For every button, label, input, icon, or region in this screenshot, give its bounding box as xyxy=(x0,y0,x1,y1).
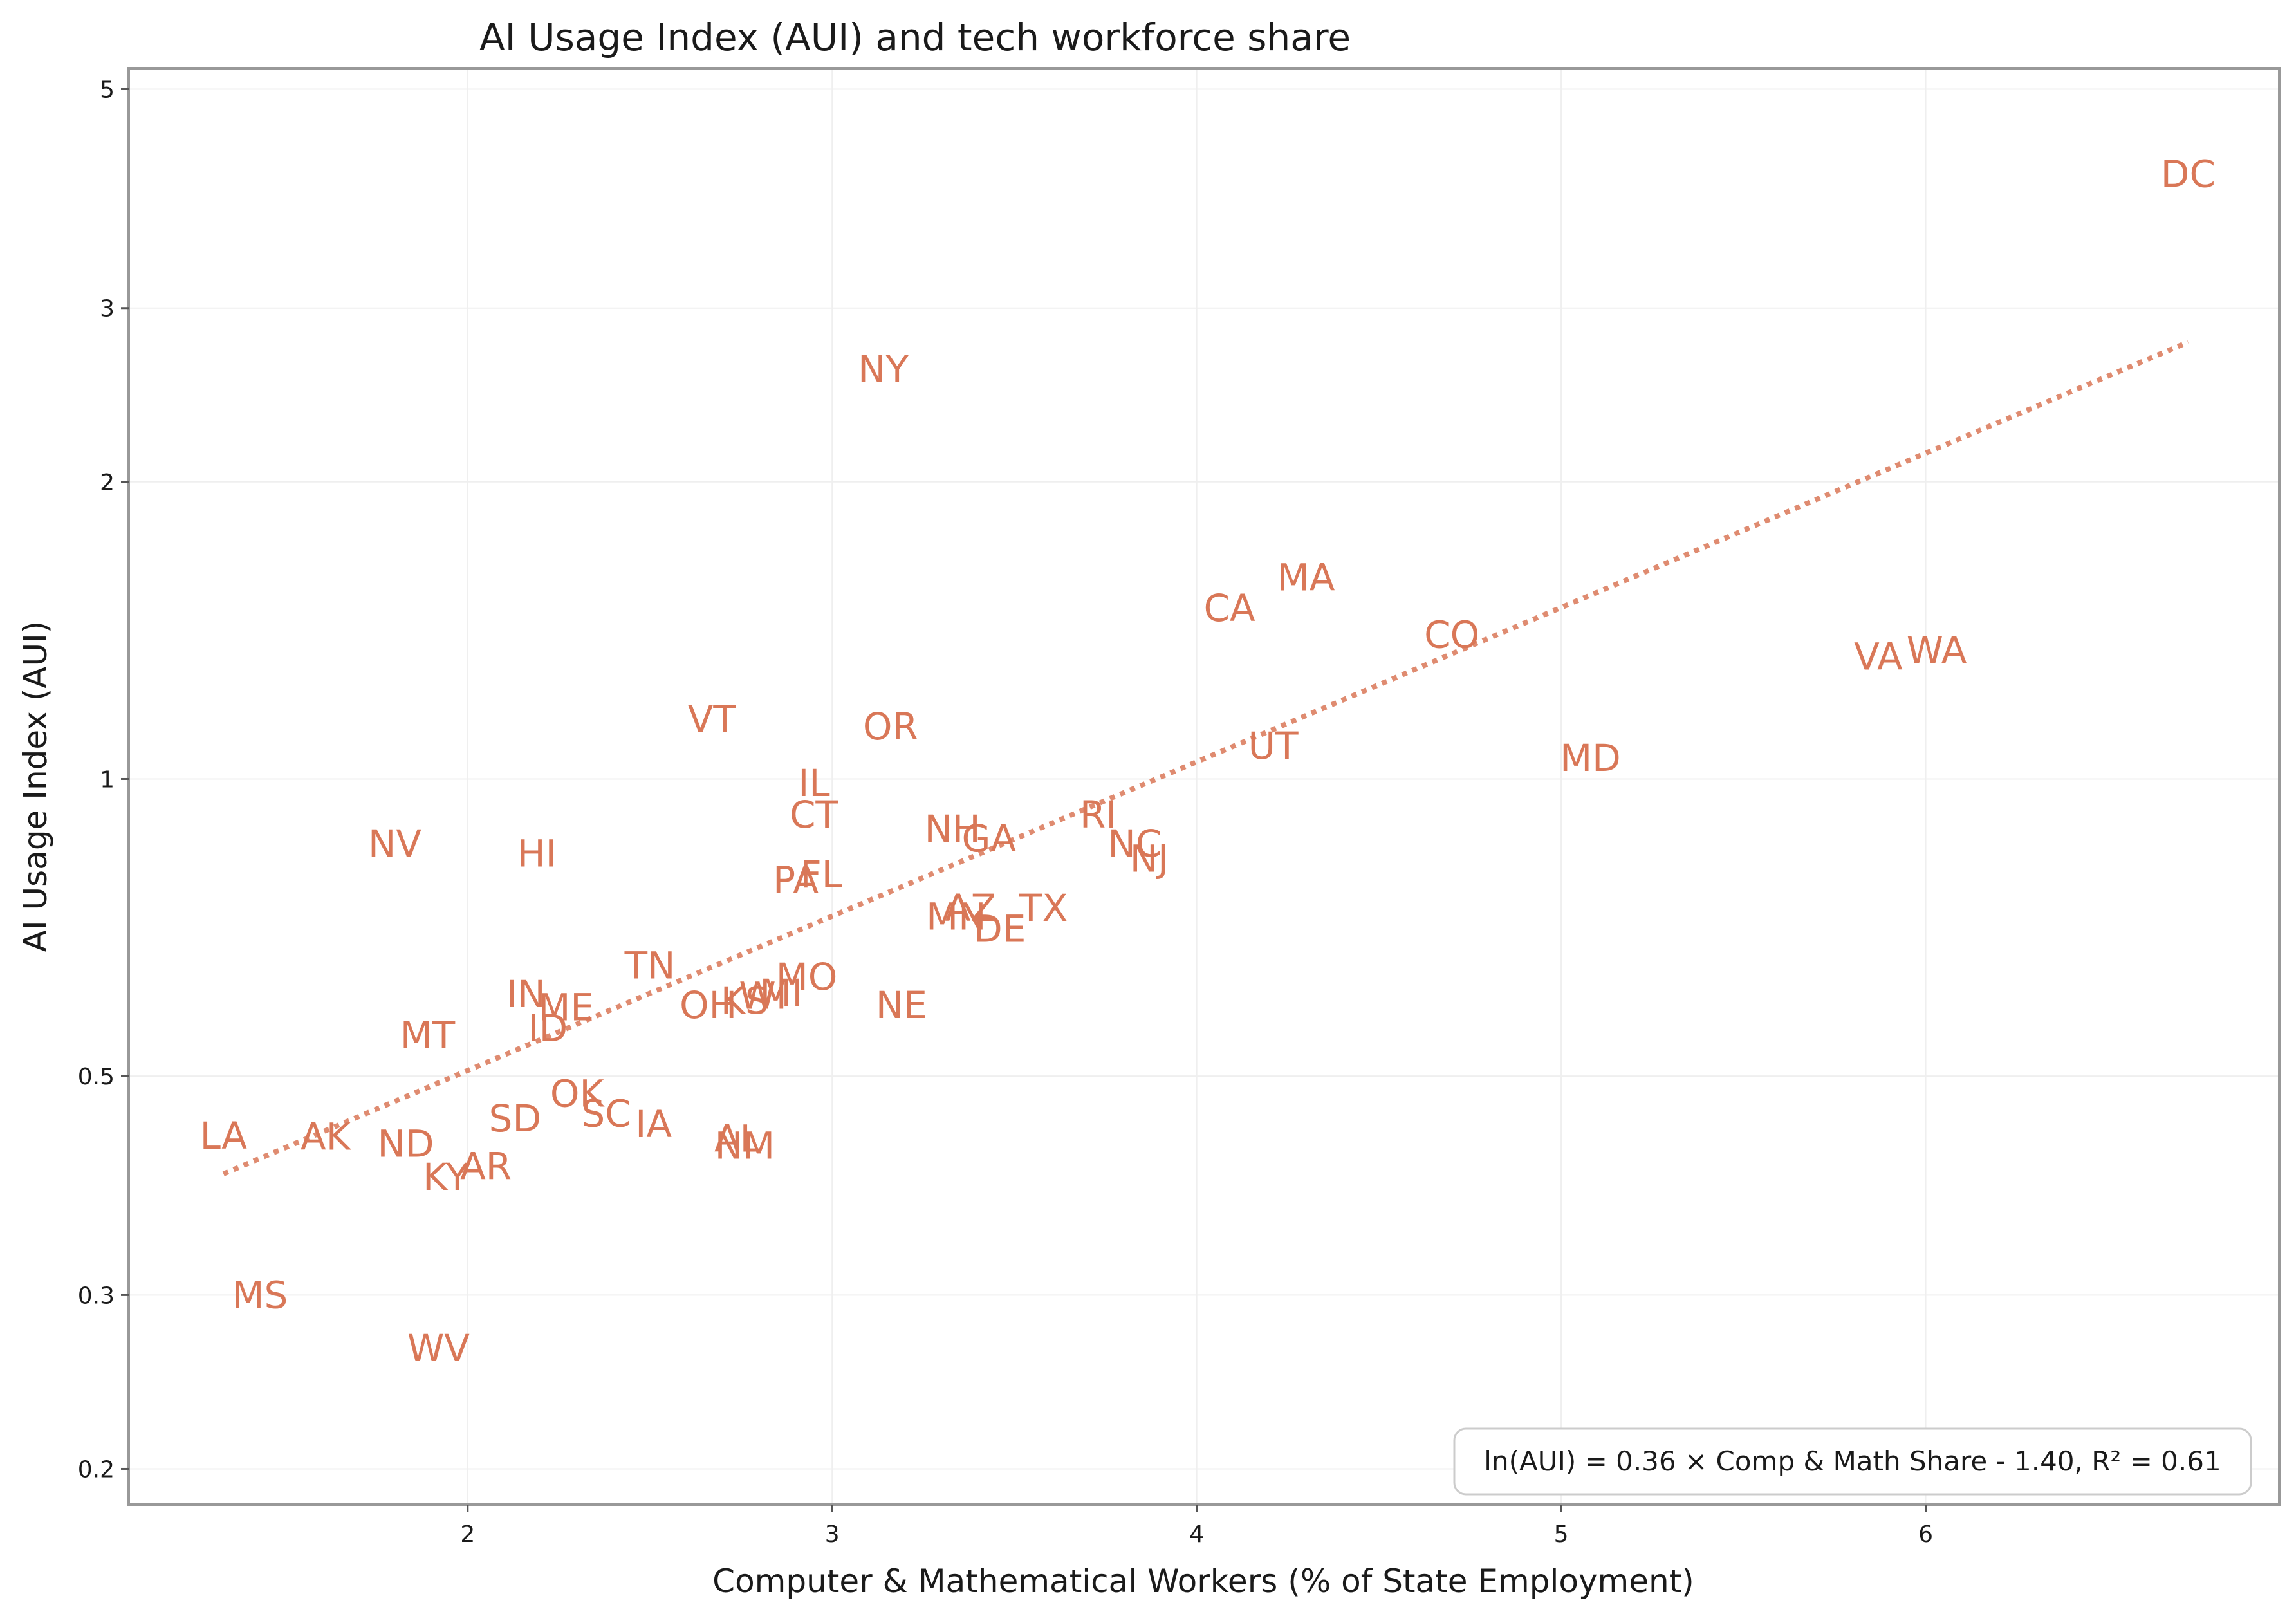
state-label-nm: NM xyxy=(715,1124,775,1167)
y-tick-label: 0.3 xyxy=(78,1283,115,1309)
x-tick-label: 5 xyxy=(1554,1521,1569,1548)
state-label-pa: PA xyxy=(773,858,819,902)
y-axis-title: AI Usage Index (AUI) xyxy=(17,621,54,952)
state-label-md: MD xyxy=(1560,736,1621,780)
state-label-sc: SC xyxy=(581,1092,631,1136)
x-tick-label: 4 xyxy=(1189,1521,1204,1548)
state-label-mi: MI xyxy=(759,971,802,1015)
state-label-nv: NV xyxy=(368,822,421,866)
x-axis-title: Computer & Mathematical Workers (% of St… xyxy=(712,1563,1694,1600)
state-label-dc: DC xyxy=(2161,153,2216,196)
fit-equation-text: ln(AUI) = 0.36 × Comp & Math Share - 1.4… xyxy=(1484,1445,2221,1477)
state-label-ia: IA xyxy=(635,1102,672,1146)
fit-equation-frame xyxy=(1453,1427,2252,1496)
y-tick-label: 1 xyxy=(100,766,115,793)
state-label-va: VA xyxy=(1854,635,1903,679)
state-label-sd: SD xyxy=(489,1097,541,1140)
axis-ticks-layer: 2 3 4 5 6 0.2 0.3 0.5 1 2 3 5 xyxy=(78,77,1933,1548)
state-label-wi: WI xyxy=(739,974,786,1017)
state-label-ar: AR xyxy=(460,1145,512,1189)
state-label-nj: NJ xyxy=(1130,837,1169,881)
state-label-nd: ND xyxy=(377,1122,434,1165)
state-label-ma: MA xyxy=(1277,555,1335,599)
state-label-nc: NC xyxy=(1107,822,1162,866)
x-tick-label: 3 xyxy=(825,1521,840,1548)
state-label-ak: AK xyxy=(301,1115,352,1158)
chart-title: AI Usage Index (AUI) and tech workforce … xyxy=(479,15,1351,59)
state-label-ca: CA xyxy=(1204,586,1255,630)
state-label-il: IL xyxy=(798,761,829,805)
state-label-or: OR xyxy=(863,705,918,748)
state-label-de: DE xyxy=(974,907,1026,951)
y-tick-label: 3 xyxy=(100,296,115,322)
state-label-mo: MO xyxy=(776,955,838,999)
trend-line-layer xyxy=(222,339,2189,1176)
state-label-tx: TX xyxy=(1019,886,1068,930)
y-tick-label: 5 xyxy=(100,77,115,103)
state-label-ok: OK xyxy=(550,1071,606,1115)
state-label-nh: NH xyxy=(925,807,981,851)
state-label-ks: KS xyxy=(721,979,769,1023)
x-tick-label: 6 xyxy=(1918,1521,1933,1548)
state-label-ga: GA xyxy=(961,817,1016,860)
state-label-vt: VT xyxy=(688,697,737,741)
state-label-hi: HI xyxy=(517,832,557,876)
state-label-ky: KY xyxy=(423,1155,469,1199)
state-label-ms: MS xyxy=(232,1273,288,1317)
state-label-mt: MT xyxy=(400,1014,456,1057)
state-label-la: LA xyxy=(200,1114,248,1158)
state-label-ny: NY xyxy=(858,348,909,391)
x-tick-label: 2 xyxy=(460,1521,475,1548)
state-label-in: IN xyxy=(506,972,546,1016)
state-label-id: ID xyxy=(528,1006,568,1050)
state-label-wv: WV xyxy=(407,1326,470,1370)
fit-equation-box: ln(AUI) = 0.36 × Comp & Math Share - 1.4… xyxy=(1453,1427,2252,1496)
y-tick-label: 2 xyxy=(100,470,115,496)
state-label-oh: OH xyxy=(680,983,737,1027)
state-label-ri: RI xyxy=(1080,793,1116,837)
state-label-al: AL xyxy=(714,1117,761,1161)
state-label-wa: WA xyxy=(1907,629,1967,672)
y-tick-label: 0.2 xyxy=(78,1456,115,1483)
state-label-me: ME xyxy=(538,985,594,1029)
y-tick-label: 0.5 xyxy=(78,1064,115,1090)
trend-line xyxy=(222,339,2189,1176)
grid-layer xyxy=(129,68,2279,1505)
state-label-co: CO xyxy=(1424,613,1479,656)
state-label-fl: FL xyxy=(800,853,842,896)
state-label-ne: NE xyxy=(876,983,927,1027)
plot-frame xyxy=(127,67,2281,1506)
state-label-tn: TN xyxy=(624,943,676,987)
state-label-az: AZ xyxy=(945,886,996,930)
state-label-mn: MN xyxy=(926,895,986,939)
state-label-ut: UT xyxy=(1248,724,1299,768)
state-label-ct: CT xyxy=(790,793,838,837)
